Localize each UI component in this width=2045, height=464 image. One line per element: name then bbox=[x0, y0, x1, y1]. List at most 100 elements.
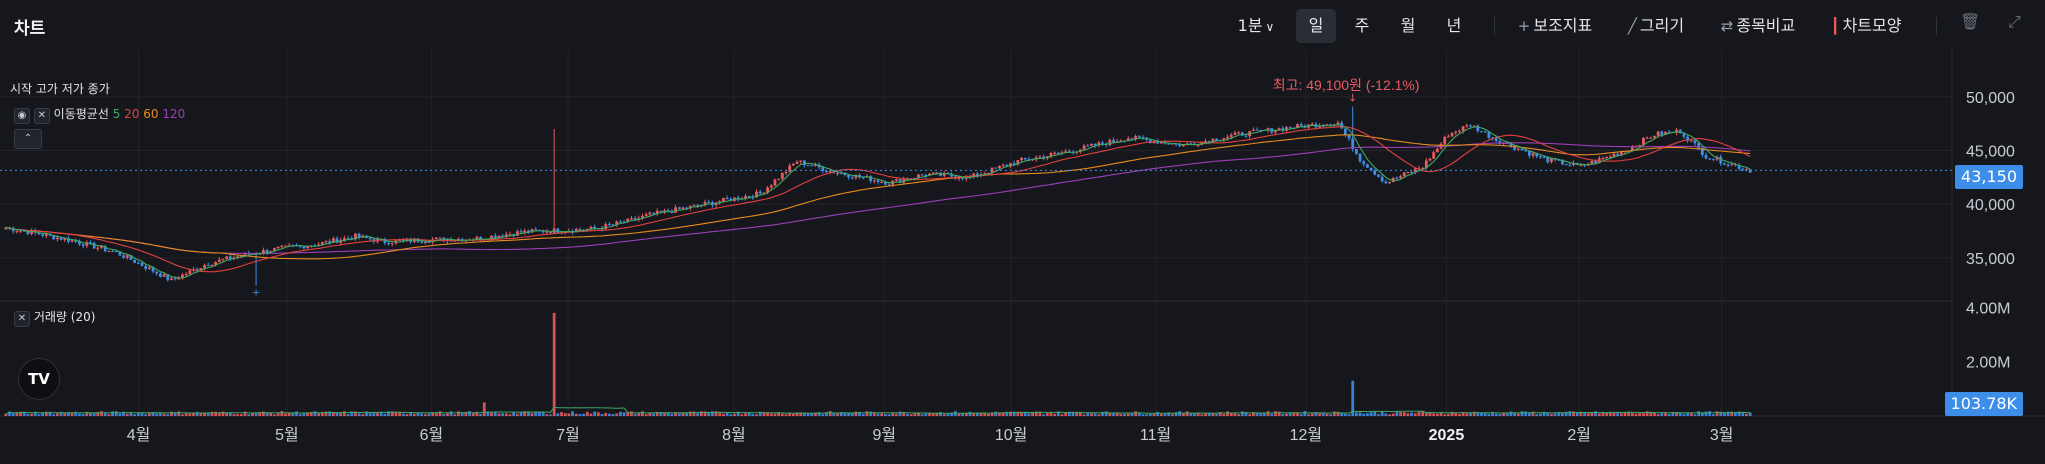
volume-bar bbox=[114, 411, 118, 416]
volume-bar bbox=[633, 413, 637, 416]
candle-body bbox=[1689, 140, 1693, 142]
candle-body bbox=[1090, 143, 1093, 146]
period-tab-week[interactable]: 주 bbox=[1354, 16, 1370, 35]
volume-bars bbox=[4, 312, 1752, 416]
price-tick-label: 40,000 bbox=[1966, 197, 2015, 214]
volume-bar bbox=[582, 413, 585, 416]
candle-body bbox=[1682, 133, 1686, 137]
chevron-down-icon: ∨ bbox=[1265, 20, 1275, 34]
indicators-button[interactable]: + 보조지표 bbox=[1514, 9, 1596, 43]
volume-bar bbox=[265, 412, 269, 416]
close-icon[interactable]: ✕ bbox=[33, 108, 50, 124]
candle-body bbox=[92, 243, 96, 249]
volume-bar bbox=[758, 411, 762, 416]
period-tab-month[interactable]: 월 bbox=[1400, 16, 1416, 35]
candle-body bbox=[1347, 134, 1351, 139]
volume-bar bbox=[1222, 413, 1226, 416]
compare-button[interactable]: ⇄ 종목비교 bbox=[1716, 9, 1800, 43]
volume-bar bbox=[850, 413, 854, 416]
candle-body bbox=[1388, 182, 1391, 184]
volume-bar bbox=[1623, 412, 1627, 416]
candle-body bbox=[843, 173, 847, 176]
candle-body bbox=[1259, 130, 1263, 132]
volume-bar bbox=[1682, 413, 1686, 416]
chart-style-button[interactable]: ┃ 차트모양 bbox=[1824, 9, 1908, 43]
candle-body bbox=[210, 264, 214, 266]
trash-icon[interactable]: 🗑 bbox=[1960, 12, 1981, 31]
candle-body bbox=[1583, 164, 1586, 166]
volume-bar bbox=[512, 412, 516, 416]
volume-bar bbox=[85, 411, 89, 416]
candle-body bbox=[170, 278, 173, 280]
draw-button[interactable]: ╱ 그리기 bbox=[1622, 9, 1690, 43]
volume-bar bbox=[33, 411, 37, 416]
candle-body bbox=[302, 245, 306, 249]
volume-bar bbox=[839, 412, 843, 416]
chevron-up-icon: ⌃ bbox=[14, 129, 42, 149]
volume-bar bbox=[1711, 414, 1715, 416]
period-tab-day[interactable]: 일 bbox=[1296, 9, 1336, 43]
candle-body bbox=[331, 238, 335, 243]
volume-bar bbox=[1270, 413, 1274, 416]
candle-body bbox=[1564, 164, 1568, 166]
volume-bar bbox=[935, 413, 939, 416]
candle-body bbox=[221, 258, 225, 260]
volume-bar bbox=[1590, 412, 1594, 416]
volume-bar bbox=[733, 413, 736, 416]
volume-bar bbox=[1649, 411, 1653, 416]
volume-bar bbox=[1097, 414, 1101, 416]
candle-body bbox=[188, 270, 192, 275]
volume-bar bbox=[803, 413, 806, 416]
volume-bar bbox=[1480, 412, 1483, 416]
eye-off-icon[interactable]: ◉ bbox=[14, 108, 30, 124]
candle-body bbox=[1406, 172, 1410, 174]
expand-icon[interactable]: ⤢ bbox=[2008, 12, 2021, 31]
page-title: 차트 bbox=[14, 19, 46, 39]
volume-bar bbox=[368, 413, 372, 416]
volume-bar bbox=[1152, 413, 1156, 416]
period-tab-year[interactable]: 년 bbox=[1446, 16, 1462, 35]
candle-body bbox=[1182, 144, 1185, 147]
volume-bar bbox=[1229, 413, 1233, 416]
volume-bar bbox=[1399, 412, 1402, 416]
volume-bar bbox=[1447, 413, 1450, 416]
close-icon[interactable]: ✕ bbox=[14, 311, 30, 327]
candle-body bbox=[1299, 124, 1303, 126]
candle-body bbox=[762, 192, 766, 194]
interval-dropdown[interactable]: 1분 ∨ bbox=[1232, 9, 1280, 43]
candle-body bbox=[1527, 151, 1531, 156]
volume-bar bbox=[372, 411, 376, 416]
volume-bar bbox=[309, 412, 313, 416]
pencil-icon: ╱ bbox=[1627, 17, 1637, 35]
candle-body bbox=[1664, 131, 1667, 135]
candle-body bbox=[1586, 164, 1590, 166]
candle-body bbox=[942, 173, 946, 176]
candle-body bbox=[769, 185, 773, 188]
candle-body bbox=[607, 224, 611, 226]
candle-body bbox=[1042, 156, 1045, 159]
candle-body bbox=[140, 262, 144, 266]
candle-body bbox=[998, 165, 1001, 169]
price-chart[interactable]: ↓최고: 49,100원 (-12.1%) +50,000 45,000 40,000… bbox=[0, 50, 2045, 464]
volume-bar bbox=[295, 411, 298, 416]
volume-bar bbox=[269, 412, 273, 416]
collapse-legend-button[interactable]: ⌃ bbox=[14, 129, 42, 149]
volume-bar bbox=[1494, 413, 1498, 416]
time-tick-label: 3월 bbox=[1710, 426, 1734, 444]
candle-body bbox=[663, 210, 666, 213]
top-toolbar: 차트 1분 ∨ 일 주 월 년 + 보조지표 ╱ 그리기 ⇄ 종목비교 ┃ 차트모양 🗑 … bbox=[0, 0, 2045, 50]
candle-body bbox=[1336, 122, 1340, 125]
volume-bar bbox=[177, 411, 181, 416]
volume-bar bbox=[670, 413, 674, 416]
candle-body bbox=[1612, 153, 1616, 157]
volume-bar bbox=[1535, 414, 1539, 416]
volume-bar bbox=[217, 412, 221, 416]
volume-bar bbox=[1491, 411, 1494, 416]
volume-bar bbox=[1723, 412, 1726, 416]
volume-bar bbox=[1583, 412, 1586, 416]
volume-bar bbox=[1553, 413, 1557, 416]
volume-bar bbox=[339, 412, 343, 416]
candle-body bbox=[1424, 160, 1428, 168]
volume-bar bbox=[744, 413, 747, 416]
volume-bar bbox=[1697, 411, 1701, 416]
